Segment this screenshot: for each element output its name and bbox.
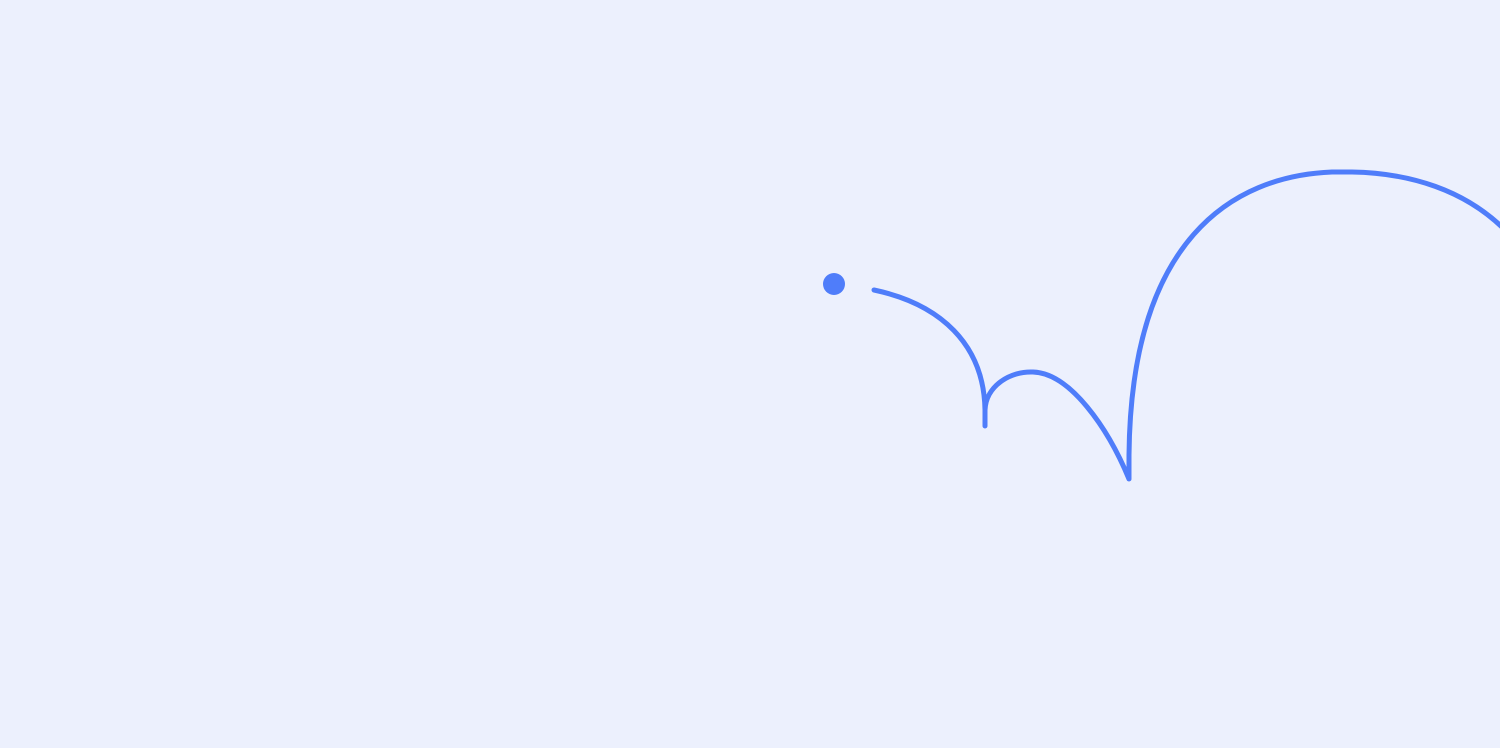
ball-dot-icon — [823, 273, 845, 295]
bounce-path-icon — [871, 169, 1500, 482]
